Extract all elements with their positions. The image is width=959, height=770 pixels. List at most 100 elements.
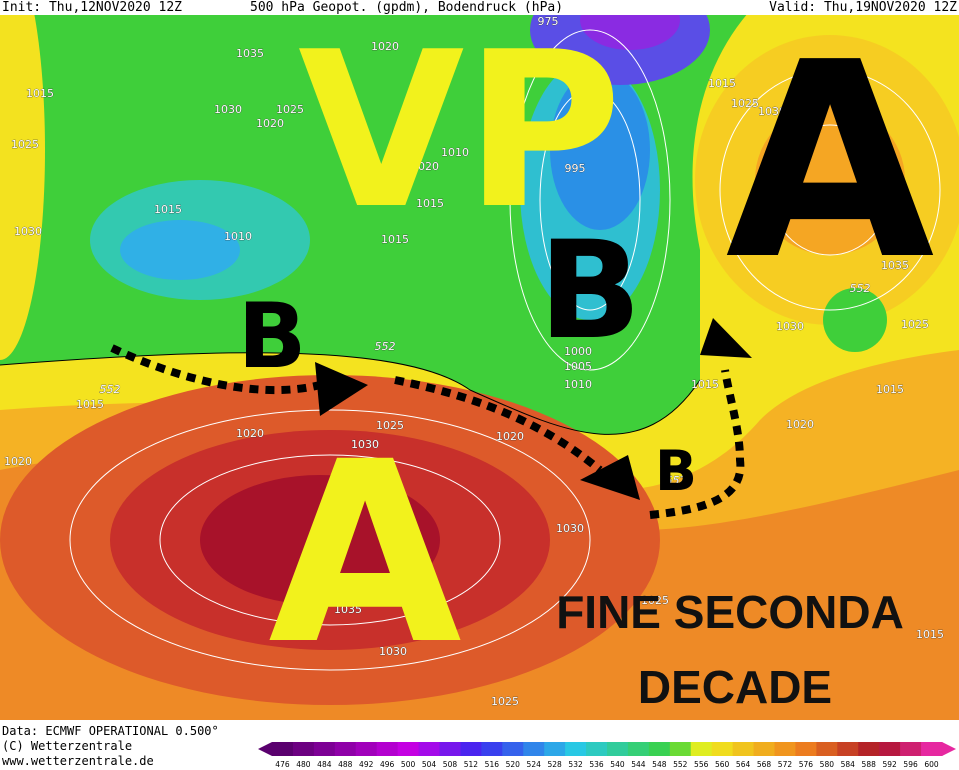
- caption: DECADE: [638, 661, 832, 713]
- colorbar-swatch: [355, 742, 378, 756]
- colorbar-swatch: [418, 742, 440, 756]
- annotation-b: B: [238, 284, 307, 389]
- contour-label: 552: [850, 282, 871, 295]
- route-arrows: [110, 344, 745, 519]
- data-source: Data: ECMWF OPERATIONAL 0.500°: [2, 724, 219, 738]
- colorbar-label: 532: [568, 760, 583, 769]
- colorbar-swatch: [669, 742, 692, 756]
- isobar-label: 1010: [441, 146, 469, 159]
- colorbar-swatch: [690, 742, 713, 756]
- isobar-label: 1030: [379, 645, 407, 658]
- background: [0, 0, 959, 720]
- isobar-label: 1020: [4, 455, 32, 468]
- isobar-label: 1025: [641, 594, 669, 607]
- colorbar-swatch: [774, 742, 796, 756]
- colorbar-label: 552: [673, 760, 688, 769]
- isobar-label: 1020: [496, 430, 524, 443]
- colorbar-label: 584: [841, 760, 856, 769]
- colorbar-label: 484: [317, 760, 332, 769]
- colorbar-swatch: [292, 742, 315, 756]
- arrow-heads: [315, 318, 752, 500]
- map-title: 500 hPa Geopot. (gpdm), Bodendruck (hPa): [250, 0, 563, 15]
- colorbar: 476 480 484 488 492 496 500 504 508 512 516 520 524 5…: [258, 742, 956, 769]
- contour-label: 552: [375, 340, 396, 353]
- isobar-label: 1005: [564, 360, 592, 373]
- colorbar-end: [258, 742, 272, 756]
- colorbar-label: 512: [464, 760, 479, 769]
- colorbar-swatch: [711, 742, 734, 756]
- isobar-label: 1035: [881, 259, 909, 272]
- isobar-label: 975: [538, 15, 559, 28]
- colorbar-swatch: [481, 742, 503, 756]
- isobar-label: 1010: [564, 378, 592, 391]
- isobar-label: 1025: [731, 97, 759, 110]
- isobar-label: 1000: [564, 345, 592, 358]
- colorbar-label: 496: [380, 760, 395, 769]
- copyright: (C) Wetterzentrale: [2, 739, 132, 753]
- isobar-label: 1015: [381, 233, 409, 246]
- colorbar-label: 564: [736, 760, 751, 769]
- colorbar-label: 480: [296, 760, 311, 769]
- colorbar-label: 524: [527, 760, 542, 769]
- colorbar-swatch: [502, 742, 524, 756]
- colorbar-label: 528: [547, 760, 562, 769]
- isobar-label: 1015: [26, 87, 54, 100]
- annotation-b: B: [539, 212, 642, 369]
- valid-time: Valid: Thu,19NOV2020 12Z: [769, 0, 957, 15]
- colorbar-swatch: [586, 742, 608, 756]
- isobar-label: 1025: [901, 318, 929, 331]
- annotation-a: A: [726, 4, 937, 319]
- colorbar-label: 548: [652, 760, 667, 769]
- isobar-label: 1015: [416, 197, 444, 210]
- isobar-label: 1025: [276, 103, 304, 116]
- colorbar-swatch: [648, 742, 671, 756]
- isobar-label: 1025: [11, 138, 39, 151]
- colorbar-swatch: [607, 742, 629, 756]
- colorbar-label: 508: [443, 760, 458, 769]
- isobar-label: 1030: [776, 320, 804, 333]
- colorbar-swatch: [334, 742, 357, 756]
- isobar-label: 1015: [76, 398, 104, 411]
- colorbar-label: 500: [401, 760, 416, 769]
- header-bar: [0, 0, 959, 15]
- isobar-label: 1030: [758, 105, 786, 118]
- contour-label: 552: [100, 383, 121, 396]
- colorbar-label: 520: [506, 760, 521, 769]
- colorbar-swatch: [879, 742, 901, 756]
- colorbar-label: 516: [485, 760, 500, 769]
- isobar-label: 1030: [214, 103, 242, 116]
- isobar-label: 1020: [786, 418, 814, 431]
- isobar-label: 1015: [916, 628, 944, 641]
- colorbar-swatch: [921, 742, 943, 756]
- colorbar-label: 560: [715, 760, 730, 769]
- isobar-label: 1015: [691, 378, 719, 391]
- isobar-label: 1015: [876, 383, 904, 396]
- colorbar-swatch: [753, 742, 775, 756]
- isobar-label: 1030: [14, 225, 42, 238]
- isobar-label: 1020: [411, 160, 439, 173]
- contours: [0, 29, 941, 671]
- colorbar-swatch: [627, 742, 650, 756]
- isobar-label: 1020: [256, 117, 284, 130]
- isobar-label: 1025: [376, 419, 404, 432]
- init-time: Init: Thu,12NOV2020 12Z: [2, 0, 182, 15]
- annotation-b: B: [655, 439, 697, 503]
- colorbar-swatch: [900, 742, 922, 756]
- colorbar-end: [942, 742, 956, 756]
- colorbar-label: 588: [862, 760, 877, 769]
- colorbar-swatch: [376, 742, 399, 756]
- colorbar-swatch: [439, 742, 461, 756]
- isobar-label: 1035: [334, 603, 362, 616]
- isobar-label: 1015: [708, 77, 736, 90]
- colorbar-swatch: [732, 742, 755, 756]
- colorbar-swatch: [565, 742, 587, 756]
- colorbar-swatch: [272, 742, 294, 756]
- colorbar-swatch: [544, 742, 566, 756]
- url: www.wetterzentrale.de: [2, 754, 154, 768]
- isobar-label: 1020: [236, 427, 264, 440]
- isobar-label: 1030: [556, 522, 584, 535]
- colorbar-swatch: [397, 742, 420, 756]
- isobar-label: 1015: [154, 203, 182, 216]
- isobar-label: 995: [565, 162, 586, 175]
